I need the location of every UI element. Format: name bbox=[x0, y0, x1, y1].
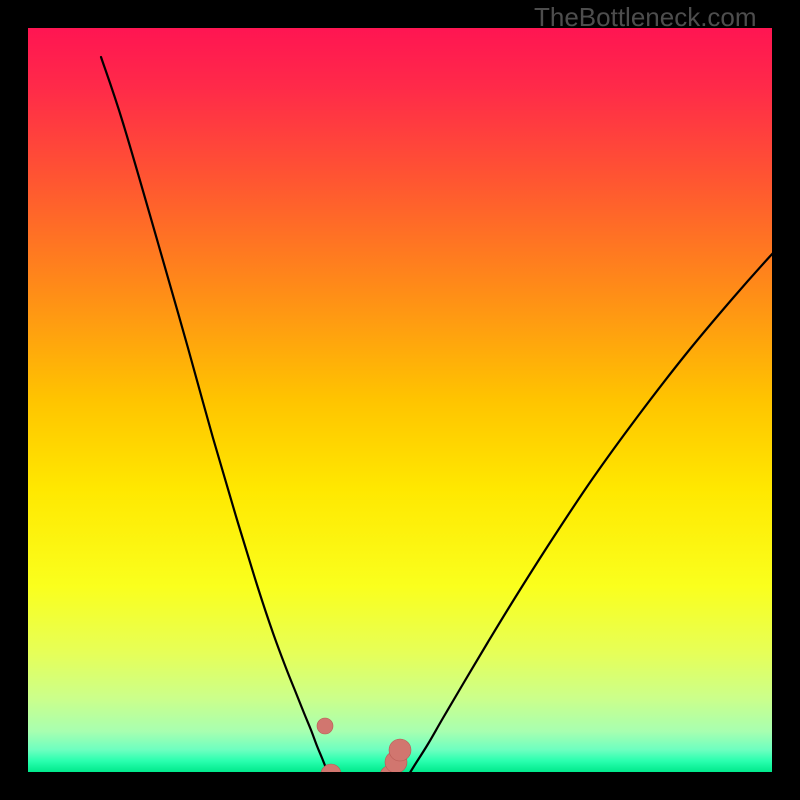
curve-left-branch bbox=[101, 57, 338, 772]
curve-layer bbox=[28, 28, 772, 772]
marker-point bbox=[389, 739, 411, 761]
watermark-text: TheBottleneck.com bbox=[534, 2, 757, 33]
marker-group bbox=[317, 718, 411, 772]
curve-right-branch bbox=[398, 226, 772, 772]
chart-root: TheBottleneck.com bbox=[0, 0, 800, 800]
plot-area bbox=[28, 28, 772, 772]
marker-point bbox=[317, 718, 333, 734]
